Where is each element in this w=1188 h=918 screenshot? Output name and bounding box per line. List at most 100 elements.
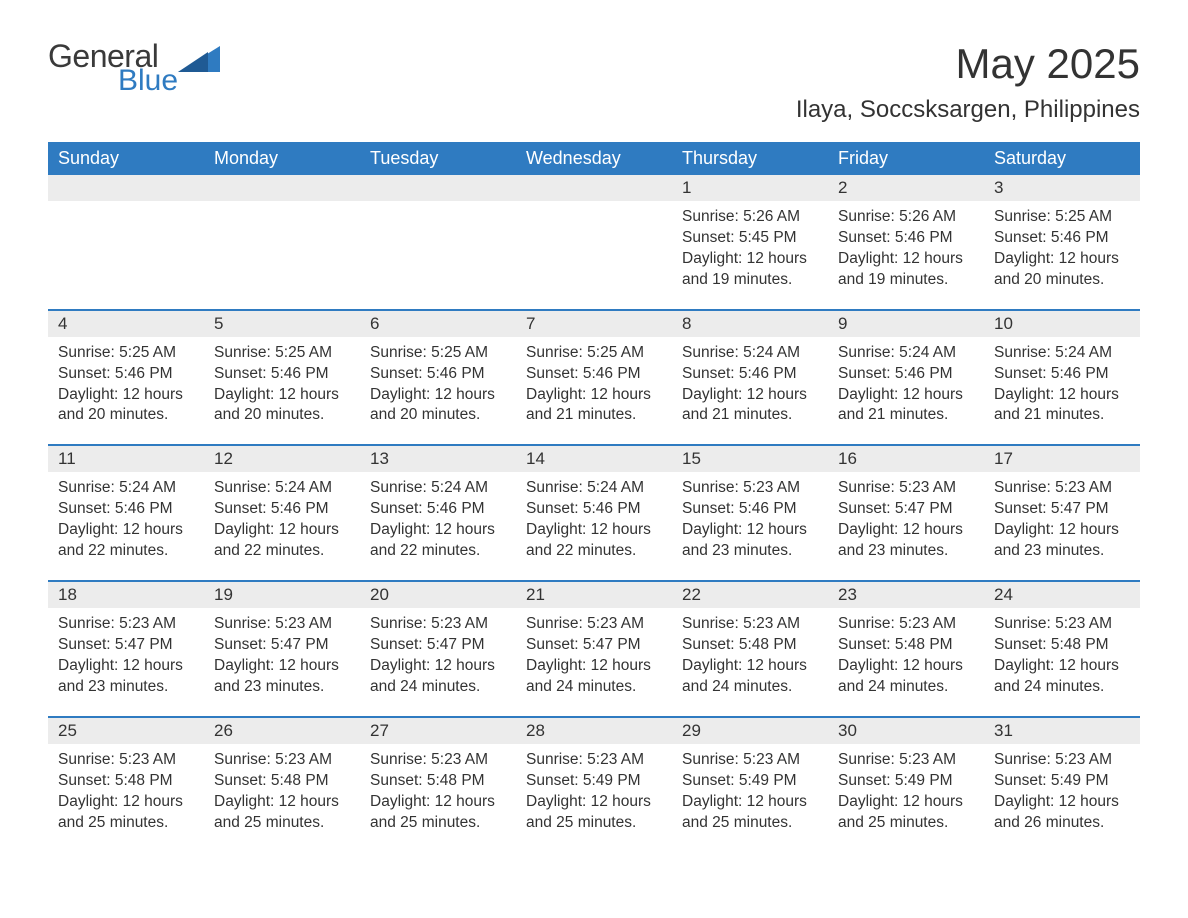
day-cell: Sunrise: 5:23 AMSunset: 5:48 PMDaylight:…	[360, 744, 516, 852]
date-number: 24	[984, 582, 1140, 608]
day-sunset: Sunset: 5:46 PM	[682, 499, 818, 520]
day-cell: Sunrise: 5:26 AMSunset: 5:46 PMDaylight:…	[828, 201, 984, 309]
date-number: 20	[360, 582, 516, 608]
day-sunset: Sunset: 5:48 PM	[58, 771, 194, 792]
day-daylight2: and 20 minutes.	[994, 270, 1130, 291]
day-daylight2: and 22 minutes.	[58, 541, 194, 562]
day-cell	[360, 201, 516, 309]
date-strip: 11121314151617	[48, 446, 1140, 472]
day-daylight2: and 20 minutes.	[370, 405, 506, 426]
date-number: 14	[516, 446, 672, 472]
day-sunset: Sunset: 5:48 PM	[370, 771, 506, 792]
day-daylight2: and 20 minutes.	[214, 405, 350, 426]
day-daylight1: Daylight: 12 hours	[370, 656, 506, 677]
day-sunrise: Sunrise: 5:25 AM	[58, 343, 194, 364]
day-daylight2: and 25 minutes.	[682, 813, 818, 834]
day-daylight2: and 22 minutes.	[526, 541, 662, 562]
day-cell: Sunrise: 5:24 AMSunset: 5:46 PMDaylight:…	[672, 337, 828, 445]
day-sunset: Sunset: 5:49 PM	[526, 771, 662, 792]
day-daylight1: Daylight: 12 hours	[214, 792, 350, 813]
day-daylight1: Daylight: 12 hours	[838, 249, 974, 270]
day-cell: Sunrise: 5:23 AMSunset: 5:47 PMDaylight:…	[984, 472, 1140, 580]
weekday-header: Friday	[828, 142, 984, 175]
day-daylight2: and 19 minutes.	[682, 270, 818, 291]
day-sunrise: Sunrise: 5:23 AM	[214, 750, 350, 771]
day-daylight2: and 23 minutes.	[214, 677, 350, 698]
day-sunrise: Sunrise: 5:23 AM	[682, 750, 818, 771]
day-cell: Sunrise: 5:24 AMSunset: 5:46 PMDaylight:…	[360, 472, 516, 580]
location-subtitle: Ilaya, Soccsksargen, Philippines	[796, 96, 1140, 124]
logo: General Blue	[48, 40, 220, 96]
day-cell: Sunrise: 5:26 AMSunset: 5:45 PMDaylight:…	[672, 201, 828, 309]
day-sunrise: Sunrise: 5:24 AM	[58, 478, 194, 499]
day-daylight2: and 25 minutes.	[58, 813, 194, 834]
day-cell: Sunrise: 5:23 AMSunset: 5:47 PMDaylight:…	[828, 472, 984, 580]
day-sunrise: Sunrise: 5:25 AM	[370, 343, 506, 364]
day-sunset: Sunset: 5:48 PM	[994, 635, 1130, 656]
day-sunset: Sunset: 5:47 PM	[370, 635, 506, 656]
day-sunset: Sunset: 5:49 PM	[838, 771, 974, 792]
week-row: 45678910Sunrise: 5:25 AMSunset: 5:46 PMD…	[48, 309, 1140, 445]
day-cell: Sunrise: 5:24 AMSunset: 5:46 PMDaylight:…	[48, 472, 204, 580]
day-sunrise: Sunrise: 5:23 AM	[214, 614, 350, 635]
day-daylight1: Daylight: 12 hours	[838, 385, 974, 406]
day-sunrise: Sunrise: 5:24 AM	[370, 478, 506, 499]
day-cell: Sunrise: 5:23 AMSunset: 5:48 PMDaylight:…	[984, 608, 1140, 716]
date-strip: 18192021222324	[48, 582, 1140, 608]
body-strip: Sunrise: 5:25 AMSunset: 5:46 PMDaylight:…	[48, 337, 1140, 445]
date-strip: 25262728293031	[48, 718, 1140, 744]
date-number: 16	[828, 446, 984, 472]
day-sunset: Sunset: 5:46 PM	[994, 364, 1130, 385]
date-number: 23	[828, 582, 984, 608]
day-sunset: Sunset: 5:45 PM	[682, 228, 818, 249]
day-daylight2: and 22 minutes.	[214, 541, 350, 562]
weekday-header-row: Sunday Monday Tuesday Wednesday Thursday…	[48, 142, 1140, 175]
day-sunset: Sunset: 5:46 PM	[838, 364, 974, 385]
day-sunrise: Sunrise: 5:23 AM	[994, 750, 1130, 771]
day-sunrise: Sunrise: 5:24 AM	[838, 343, 974, 364]
day-daylight1: Daylight: 12 hours	[994, 792, 1130, 813]
day-daylight1: Daylight: 12 hours	[682, 792, 818, 813]
day-sunrise: Sunrise: 5:24 AM	[994, 343, 1130, 364]
day-cell: Sunrise: 5:23 AMSunset: 5:47 PMDaylight:…	[516, 608, 672, 716]
day-sunset: Sunset: 5:46 PM	[58, 364, 194, 385]
day-daylight1: Daylight: 12 hours	[214, 520, 350, 541]
day-cell: Sunrise: 5:23 AMSunset: 5:47 PMDaylight:…	[204, 608, 360, 716]
day-sunrise: Sunrise: 5:23 AM	[58, 750, 194, 771]
day-daylight1: Daylight: 12 hours	[994, 385, 1130, 406]
date-number: 1	[672, 175, 828, 201]
day-sunrise: Sunrise: 5:23 AM	[370, 750, 506, 771]
weekday-header: Wednesday	[516, 142, 672, 175]
day-cell: Sunrise: 5:23 AMSunset: 5:49 PMDaylight:…	[516, 744, 672, 852]
weekday-header: Sunday	[48, 142, 204, 175]
day-sunrise: Sunrise: 5:24 AM	[214, 478, 350, 499]
header: General Blue May 2025 Ilaya, Soccsksarge…	[48, 40, 1140, 124]
date-number: 6	[360, 311, 516, 337]
date-number: 28	[516, 718, 672, 744]
date-number: 3	[984, 175, 1140, 201]
day-daylight2: and 22 minutes.	[370, 541, 506, 562]
day-sunrise: Sunrise: 5:23 AM	[58, 614, 194, 635]
day-cell: Sunrise: 5:23 AMSunset: 5:48 PMDaylight:…	[672, 608, 828, 716]
day-sunset: Sunset: 5:46 PM	[526, 499, 662, 520]
calendar-grid: Sunday Monday Tuesday Wednesday Thursday…	[48, 142, 1140, 851]
week-row: 11121314151617Sunrise: 5:24 AMSunset: 5:…	[48, 444, 1140, 580]
day-daylight2: and 25 minutes.	[526, 813, 662, 834]
day-daylight2: and 21 minutes.	[994, 405, 1130, 426]
date-number: 21	[516, 582, 672, 608]
date-number: 13	[360, 446, 516, 472]
day-sunrise: Sunrise: 5:26 AM	[838, 207, 974, 228]
day-cell	[48, 201, 204, 309]
day-daylight1: Daylight: 12 hours	[526, 792, 662, 813]
day-daylight2: and 23 minutes.	[838, 541, 974, 562]
day-daylight1: Daylight: 12 hours	[838, 792, 974, 813]
day-daylight1: Daylight: 12 hours	[58, 656, 194, 677]
day-sunrise: Sunrise: 5:23 AM	[994, 478, 1130, 499]
day-cell: Sunrise: 5:23 AMSunset: 5:47 PMDaylight:…	[48, 608, 204, 716]
day-sunset: Sunset: 5:47 PM	[838, 499, 974, 520]
date-number: 31	[984, 718, 1140, 744]
day-daylight2: and 26 minutes.	[994, 813, 1130, 834]
day-sunset: Sunset: 5:47 PM	[58, 635, 194, 656]
date-number: .	[204, 175, 360, 201]
date-number: 30	[828, 718, 984, 744]
